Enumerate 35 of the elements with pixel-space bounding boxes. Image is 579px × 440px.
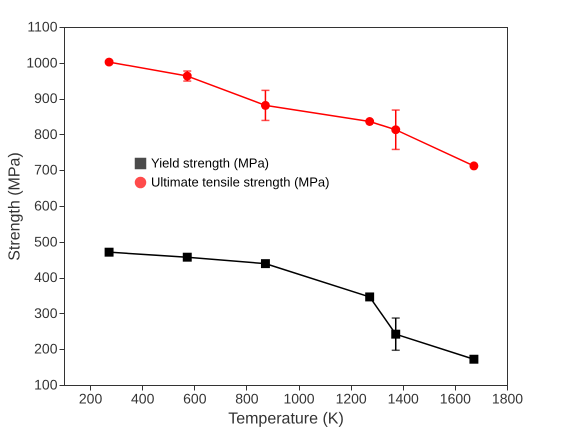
y-tick-label: 800 bbox=[34, 126, 58, 142]
point bbox=[260, 259, 270, 268]
x-tick-label: 1200 bbox=[336, 390, 367, 406]
x-tick-label: 1400 bbox=[388, 390, 420, 406]
legend-label: Yield strength (MPa) bbox=[151, 156, 270, 170]
y-tick-label: 900 bbox=[34, 90, 58, 106]
y-tick-label: 600 bbox=[34, 198, 58, 214]
point bbox=[260, 100, 270, 110]
x-tick-label: 400 bbox=[130, 390, 155, 406]
y-tick-label: 400 bbox=[34, 269, 58, 286]
x-axis-title: Temperature (K) bbox=[228, 410, 344, 428]
y-tick-label: 300 bbox=[34, 304, 58, 321]
point bbox=[182, 252, 192, 262]
x-tick-label: 1800 bbox=[492, 390, 524, 406]
point bbox=[365, 117, 374, 126]
point bbox=[391, 330, 400, 339]
y-tick-label: 500 bbox=[34, 233, 58, 250]
point bbox=[104, 248, 114, 257]
y-tick-label: 200 bbox=[34, 340, 58, 357]
legend-label: Ultimate tensile strength (MPa) bbox=[151, 174, 330, 190]
y-tick-label: 1000 bbox=[26, 54, 58, 70]
point bbox=[469, 161, 478, 170]
point bbox=[365, 292, 374, 302]
point bbox=[391, 125, 400, 134]
y-tick-label: 100 bbox=[34, 376, 58, 392]
point bbox=[104, 58, 114, 67]
x-tick-label: 1600 bbox=[440, 390, 472, 406]
x-tick-label: 800 bbox=[235, 390, 259, 406]
y-axis-title: Strength (MPa) bbox=[6, 152, 24, 261]
x-tick-label: 600 bbox=[183, 390, 207, 406]
y-tick-label: 1100 bbox=[27, 18, 58, 34]
x-tick-label: 1000 bbox=[283, 390, 315, 406]
x-tick-label: 200 bbox=[78, 390, 102, 406]
point bbox=[469, 354, 478, 364]
y-tick-label: 700 bbox=[34, 162, 58, 178]
